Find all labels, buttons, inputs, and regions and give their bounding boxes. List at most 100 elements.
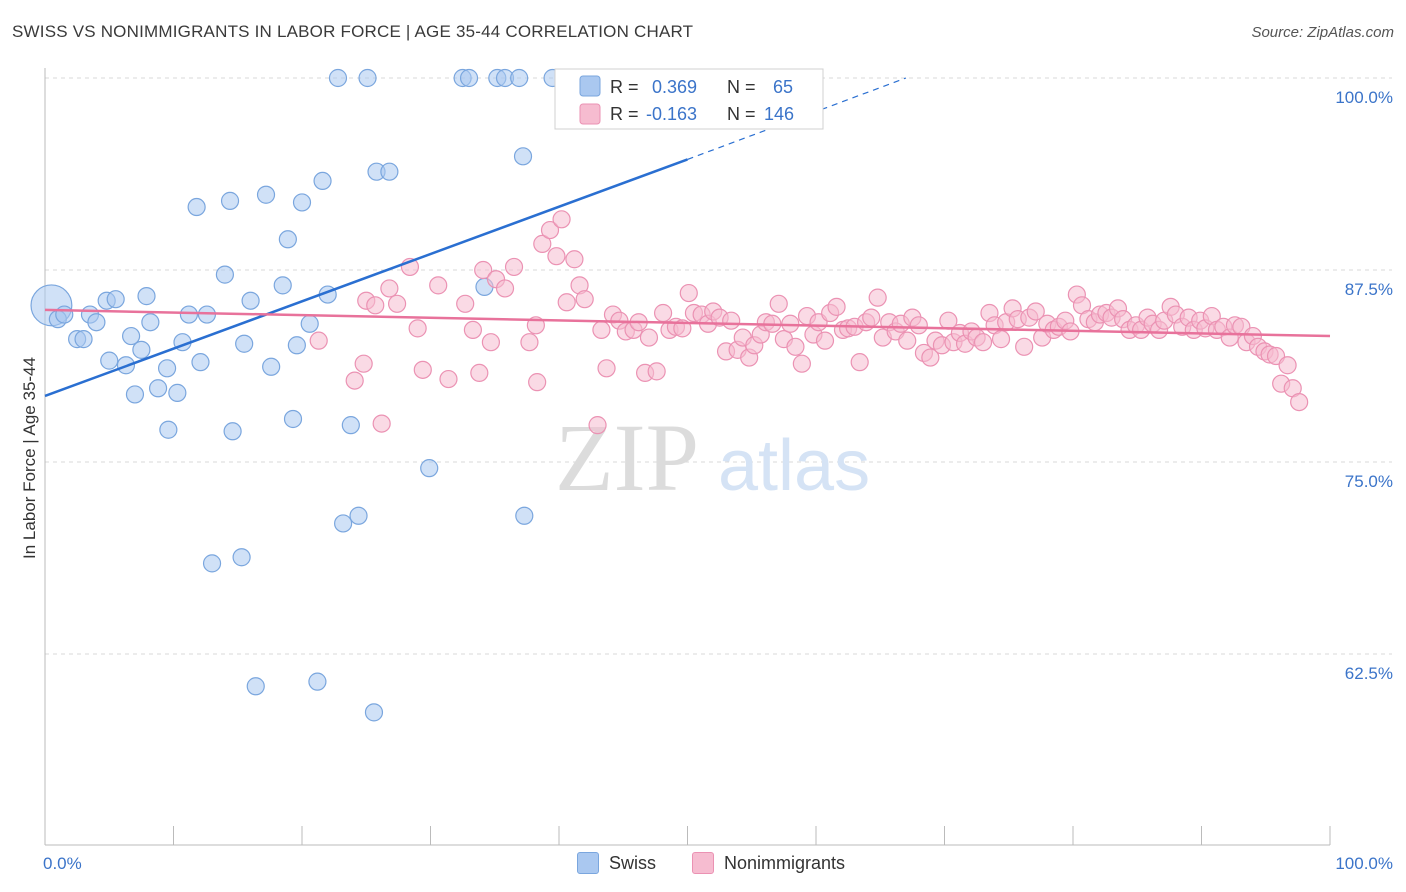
swiss-point-35 — [273, 276, 292, 295]
swiss-point-47 — [349, 506, 368, 525]
legend-label-nonimmigrants: Nonimmigrants — [724, 852, 846, 873]
swiss-point-22 — [187, 197, 206, 217]
swiss-point-44 — [328, 68, 348, 88]
y-tick-label-0: 100.0% — [1335, 88, 1393, 107]
nonimmigrant-point-9 — [408, 319, 427, 338]
nonimmigrant-point-62 — [769, 294, 788, 313]
swiss-point-13 — [132, 340, 151, 359]
swiss-point-19 — [168, 383, 187, 402]
y-tick-label-1: 87.5% — [1345, 280, 1393, 299]
legend-r-label-1: R = — [610, 77, 639, 97]
nonimmigrant-point-7 — [387, 294, 407, 313]
legend-n-value-2: 146 — [764, 104, 794, 124]
nonimmigrant-point-78 — [862, 308, 881, 327]
swiss-point-51 — [380, 162, 399, 181]
legend-r-label-2: R = — [610, 104, 639, 124]
nonimmigrant-point-97 — [973, 333, 993, 352]
nonimmigrant-trend-line — [44, 308, 1331, 338]
swiss-point-32 — [246, 677, 265, 696]
nonimmigrant-point-15 — [470, 363, 489, 383]
swiss-point-52 — [420, 459, 439, 478]
nonimmigrant-point-41 — [639, 328, 659, 347]
swiss-point-39 — [292, 193, 312, 212]
swiss-point-46 — [341, 416, 360, 435]
swiss-point-60 — [515, 506, 534, 525]
nonimmigrant-point-149 — [1278, 356, 1297, 375]
stats-legend: R = 0.369 N = 65 R = -0.163 N = 146 — [554, 68, 824, 130]
nonimmigrant-point-42 — [647, 362, 666, 381]
swiss-trend-extension — [687, 77, 907, 160]
nonimmigrants-swatch — [692, 852, 714, 874]
nonimmigrant-point-54 — [722, 311, 741, 330]
legend-n-value-1: 65 — [773, 77, 793, 97]
swiss-point-40 — [300, 314, 319, 333]
nonimmigrant-point-66 — [792, 354, 811, 373]
nonimmigrant-point-16 — [474, 260, 493, 280]
swiss-point-58 — [510, 68, 529, 88]
swiss-point-42 — [313, 171, 332, 191]
swiss-point-34 — [262, 357, 281, 376]
nonimmigrant-point-0 — [309, 331, 328, 350]
series-legend: Swiss Nonimmigrants — [0, 852, 1406, 878]
chart-title: SWISS VS NONIMMIGRANTS IN LABOR FORCE | … — [12, 22, 694, 41]
nonimmigrant-point-151 — [1290, 392, 1309, 412]
nonimmigrant-point-84 — [898, 331, 917, 350]
swiss-point-2 — [55, 305, 74, 324]
swiss-point-17 — [157, 359, 177, 378]
nonimmigrant-point-23 — [528, 373, 547, 392]
swiss-trend-line — [44, 158, 688, 398]
nonimmigrant-point-24 — [533, 234, 552, 253]
swiss-point-25 — [202, 554, 222, 573]
nonimmigrant-point-72 — [827, 297, 846, 316]
swiss-point-45 — [334, 514, 353, 533]
nonimmigrant-point-34 — [597, 359, 616, 378]
nonimmigrant-point-28 — [557, 293, 576, 312]
nonimmigrant-point-32 — [588, 416, 607, 435]
swiss-point-14 — [137, 287, 156, 306]
swiss-point-36 — [278, 230, 297, 249]
swiss-point-30 — [235, 334, 254, 353]
nonimmigrant-point-29 — [565, 250, 584, 269]
legend-item-swiss[interactable]: Swiss — [577, 852, 656, 874]
nonimmigrant-point-11 — [429, 276, 448, 295]
legend-label-swiss: Swiss — [609, 852, 657, 873]
legend-swatch-swiss — [579, 75, 601, 97]
nonimmigrant-points — [309, 210, 1309, 435]
nonimmigrant-point-86 — [909, 316, 928, 335]
swiss-point-26 — [215, 265, 234, 284]
nonimmigrant-point-14 — [463, 320, 483, 340]
swiss-point-48 — [358, 68, 377, 88]
swiss-swatch — [577, 852, 599, 874]
legend-item-nonimmigrants[interactable]: Nonimmigrants — [692, 852, 845, 874]
nonimmigrant-point-6 — [380, 279, 399, 298]
nonimmigrant-point-76 — [850, 353, 869, 372]
swiss-points — [30, 68, 671, 722]
nonimmigrant-point-104 — [1015, 337, 1034, 356]
axes — [44, 68, 1331, 846]
watermark: ZIP atlas — [555, 404, 870, 511]
y-tick-labels: 100.0% 87.5% 75.0% 62.5% — [1335, 88, 1393, 683]
legend-r-value-2: -0.163 — [646, 104, 697, 124]
nonimmigrant-point-26 — [547, 247, 566, 266]
swiss-point-21 — [179, 305, 199, 324]
swiss-point-15 — [141, 313, 160, 332]
nonimmigrant-point-2 — [354, 354, 373, 373]
nonimmigrant-point-27 — [552, 210, 571, 229]
swiss-point-31 — [241, 291, 260, 310]
nonimmigrant-point-17 — [481, 333, 500, 352]
legend-swatch-nonimmigrants — [579, 103, 601, 125]
nonimmigrant-point-5 — [372, 414, 391, 433]
swiss-point-38 — [287, 336, 306, 355]
swiss-point-27 — [220, 191, 240, 210]
swiss-point-9 — [106, 290, 125, 309]
nonimmigrant-point-70 — [815, 331, 835, 350]
nonimmigrant-point-12 — [439, 369, 458, 389]
swiss-point-8 — [100, 351, 119, 370]
swiss-point-59 — [513, 147, 533, 166]
nonimmigrant-point-20 — [504, 257, 524, 277]
swiss-point-41 — [308, 672, 327, 691]
nonimmigrant-point-79 — [868, 288, 887, 307]
x-tick-label-0: 0.0% — [43, 854, 82, 873]
swiss-point-23 — [191, 353, 210, 372]
